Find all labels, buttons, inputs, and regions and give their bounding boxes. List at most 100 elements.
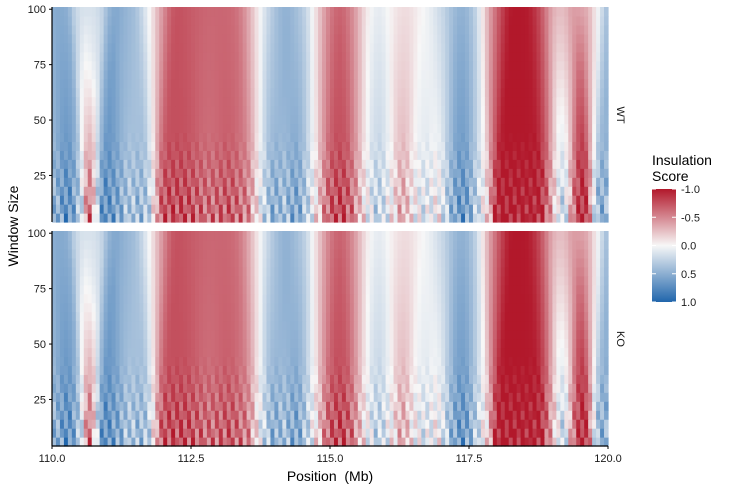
heatmap-cell <box>222 401 228 411</box>
heatmap-cell <box>349 96 355 107</box>
heatmap-cell <box>254 114 260 125</box>
heatmap-cell <box>210 213 216 223</box>
heatmap-cell <box>310 123 315 134</box>
heatmap-cell <box>75 204 81 214</box>
heatmap-cell <box>127 374 133 384</box>
heatmap-cell <box>528 123 534 134</box>
heatmap-cell <box>389 186 395 196</box>
heatmap-cell <box>226 168 232 178</box>
heatmap-cell <box>472 24 478 35</box>
heatmap-cell <box>373 213 379 223</box>
heatmap-cell <box>532 186 538 196</box>
heatmap-cell <box>484 51 490 62</box>
heatmap-cell <box>373 419 379 429</box>
heatmap-cell <box>540 141 546 151</box>
heatmap-cell <box>461 177 466 187</box>
heatmap-cell <box>393 42 399 53</box>
heatmap-cell <box>163 141 168 151</box>
heatmap-cell <box>532 51 538 62</box>
heatmap-cell <box>421 374 426 384</box>
heatmap-cell <box>322 383 327 393</box>
heatmap-cell <box>429 186 434 196</box>
heatmap-cell <box>254 24 260 35</box>
heatmap-cell <box>262 33 268 44</box>
heatmap-cell <box>500 437 506 447</box>
heatmap-cell <box>361 105 367 116</box>
heatmap-cell <box>107 33 113 44</box>
heatmap-cell <box>226 213 232 223</box>
heatmap-cell <box>322 60 327 71</box>
heatmap-cell <box>433 60 438 71</box>
heatmap-cell <box>210 51 216 62</box>
heatmap-cell <box>246 15 252 26</box>
heatmap-cell <box>361 428 367 438</box>
heatmap-cell <box>278 105 283 116</box>
heatmap-cell <box>556 186 561 196</box>
heatmap-cell <box>135 96 140 107</box>
heatmap-cell <box>191 374 196 384</box>
heatmap-cell <box>556 114 561 125</box>
heatmap-cell <box>457 69 462 80</box>
heatmap-cell <box>401 132 407 142</box>
heatmap-cell <box>500 419 506 429</box>
heatmap-cell <box>52 428 57 438</box>
heatmap-cell <box>604 195 609 205</box>
heatmap-cell <box>262 213 268 223</box>
heatmap-cell <box>433 392 438 402</box>
heatmap-cell <box>202 186 208 196</box>
heatmap-cell <box>492 96 498 107</box>
heatmap-cell <box>333 132 339 142</box>
heatmap-cell <box>469 392 474 402</box>
heatmap-cell <box>453 132 458 142</box>
heatmap-cell <box>262 383 268 393</box>
heatmap-cell <box>198 356 204 366</box>
heatmap-cell <box>421 105 426 116</box>
heatmap-cell <box>540 347 546 358</box>
heatmap-cell <box>159 204 164 214</box>
heatmap-cell <box>143 51 148 62</box>
heatmap-cell <box>389 15 395 26</box>
heatmap-cell <box>576 374 581 384</box>
heatmap-cell <box>270 392 275 402</box>
heatmap-cell <box>222 437 228 447</box>
heatmap-cell <box>461 96 466 107</box>
heatmap-cell <box>175 60 180 71</box>
heatmap-cell <box>306 51 311 62</box>
panel-ko <box>52 231 609 447</box>
heatmap-cell <box>226 186 232 196</box>
heatmap-cell <box>314 51 319 62</box>
heatmap-cell <box>262 374 268 384</box>
heatmap-cell <box>425 168 430 178</box>
heatmap-cell <box>488 159 494 169</box>
heatmap-cell <box>278 15 283 26</box>
heatmap-cell <box>393 60 399 71</box>
heatmap-cell <box>492 365 498 375</box>
heatmap-cell <box>254 42 260 53</box>
heatmap-cell <box>596 374 601 384</box>
heatmap-cell <box>187 51 192 62</box>
heatmap-cell <box>115 42 121 53</box>
heatmap-cell <box>187 213 192 223</box>
heatmap-cell <box>528 419 534 429</box>
heatmap-cell <box>472 383 478 393</box>
heatmap-cell <box>155 87 160 98</box>
heatmap-cell <box>596 437 601 447</box>
heatmap-cell <box>369 437 375 447</box>
heatmap-cell <box>548 204 553 214</box>
heatmap-cell <box>111 24 117 35</box>
heatmap-cell <box>67 132 73 142</box>
heatmap-cell <box>544 159 550 169</box>
heatmap-cell <box>548 78 553 89</box>
heatmap-cell <box>580 33 585 44</box>
heatmap-cell <box>250 419 256 429</box>
heatmap-cell <box>564 365 569 375</box>
heatmap-cell <box>461 69 466 80</box>
heatmap-cell <box>361 213 367 223</box>
heatmap-cell <box>496 383 502 393</box>
heatmap-cell <box>91 24 97 35</box>
heatmap-cell <box>230 24 236 35</box>
heatmap-cell <box>290 195 295 205</box>
heatmap-cell <box>365 392 371 402</box>
heatmap-cell <box>83 60 89 71</box>
heatmap-cell <box>330 114 335 125</box>
